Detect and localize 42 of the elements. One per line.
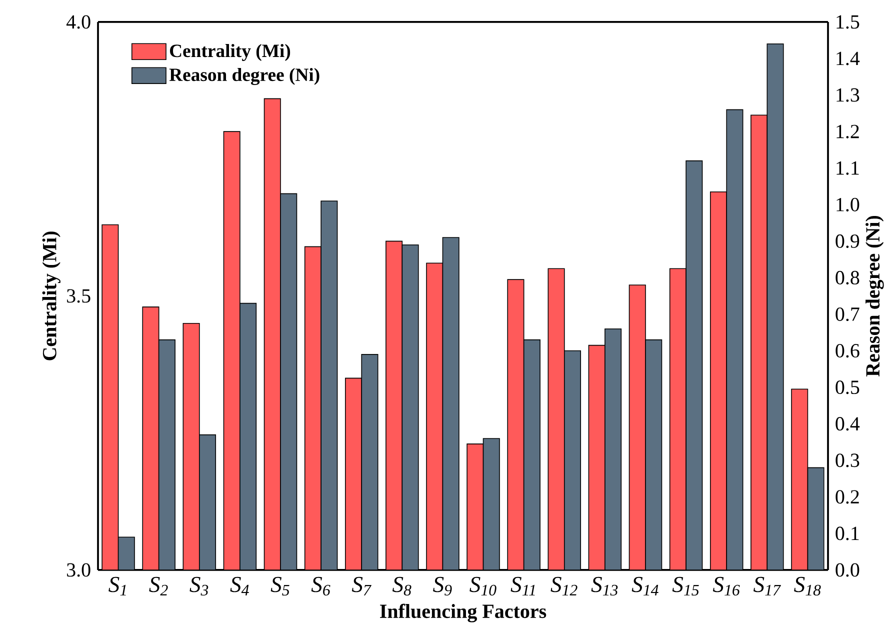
x-tick-label: S$_{16}$	[712, 576, 740, 596]
x-tick-label: S$_{9}$	[433, 576, 452, 596]
y2-tick-label: 0.2	[836, 490, 859, 504]
y2-tick-label: 0.5	[836, 380, 860, 394]
legend-label: Centrality (Mi)	[170, 44, 290, 62]
y2-tick-label: 0.1	[836, 526, 859, 540]
y-tick-label: 3.0	[67, 563, 90, 577]
y-tick-label: 4.0	[66, 15, 90, 29]
x-tick-label: S$_{2}$	[149, 576, 168, 596]
y2-tick-label: 0.6	[836, 344, 860, 358]
x-tick-label: S$_{7}$	[352, 576, 372, 596]
y2-tick-label: 1.0	[836, 198, 860, 212]
y2-axis-title: Reason degree (Ni)	[866, 216, 884, 377]
x-tick-label: S$_{5}$	[270, 576, 290, 596]
y2-tick-label: 0.4	[836, 417, 860, 431]
x-tick-label: S$_{3}$	[190, 576, 208, 596]
y2-tick-label: 0.3	[836, 454, 860, 468]
x-tick-label: S$_{4}$	[230, 576, 249, 596]
x-tick-label: S$_{6}$	[311, 576, 330, 596]
y2-tick-label: 0.9	[836, 234, 860, 248]
x-tick-label: S$_{1}$	[108, 576, 126, 596]
x-tick-label: S$_{12}$	[550, 576, 578, 596]
x-tick-label: S$_{13}$	[591, 576, 618, 596]
x-tick-label: S$_{14}$	[632, 576, 658, 596]
y2-tick-label: 1.1	[836, 161, 859, 175]
y2-tick-label: 1.3	[836, 88, 860, 102]
y2-tick-label: 0.7	[836, 307, 860, 322]
y2-tick-label: 1.4	[836, 52, 860, 66]
x-tick-label: S$_{8}$	[392, 576, 412, 596]
y-tick-label: 3.5	[67, 289, 90, 303]
x-tick-label: S$_{18}$	[794, 576, 821, 596]
x-axis-title: Influencing Factors	[380, 604, 546, 622]
x-tick-label: S$_{10}$	[470, 576, 496, 596]
y-axis-title: Centrality (Mi)	[42, 232, 60, 360]
y2-tick-label: 0.0	[836, 563, 860, 577]
y2-tick-label: 0.8	[836, 270, 860, 285]
x-tick-label: S$_{17}$	[754, 576, 781, 596]
y2-tick-label: 1.5	[836, 15, 860, 29]
x-tick-label: S$_{15}$	[672, 576, 699, 596]
legend-label: Reason degree (Ni)	[169, 68, 320, 86]
x-tick-label: S$_{11}$	[510, 576, 535, 596]
y2-tick-label: 1.2	[836, 124, 859, 138]
